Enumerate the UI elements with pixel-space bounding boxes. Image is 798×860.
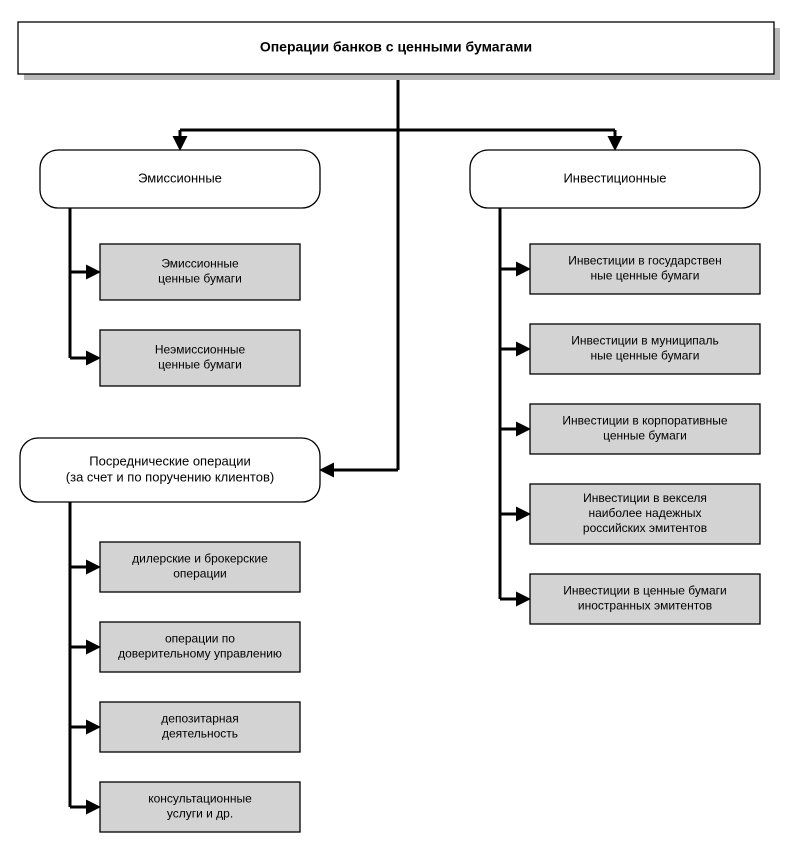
item-label: дилерские и брокерские bbox=[132, 552, 268, 566]
item-label: деятельность bbox=[162, 727, 238, 741]
category-label: Инвестиционные bbox=[563, 170, 666, 185]
item-label: Инвестиции в муниципаль bbox=[571, 334, 718, 348]
item-label: депозитарная bbox=[161, 712, 238, 726]
item-label: доверительному управлению bbox=[118, 647, 282, 661]
title-text: Операции банков с ценными бумагами bbox=[260, 39, 532, 55]
category-label: (за счет и по поручению клиентов) bbox=[66, 469, 274, 484]
item-label: операции по bbox=[165, 632, 235, 646]
item-label: услуги и др. bbox=[167, 807, 233, 821]
item-label: ценные бумаги bbox=[158, 272, 242, 286]
item-label: Инвестиции в государствен bbox=[568, 254, 721, 268]
item-label: операции bbox=[173, 567, 226, 581]
item-label: Эмиссионные bbox=[161, 257, 239, 271]
item-label: консультационные bbox=[148, 792, 252, 806]
item-label: ные ценные бумаги bbox=[590, 269, 699, 283]
item-label: Неэмиссионные bbox=[155, 343, 246, 357]
item-label: российских эмитентов bbox=[583, 521, 707, 535]
category-label: Эмиссионные bbox=[138, 170, 222, 185]
item-label: ценные бумаги bbox=[603, 429, 687, 443]
item-label: Инвестиции в векселя bbox=[583, 491, 707, 505]
item-label: ценные бумаги bbox=[158, 358, 242, 372]
item-label: Инвестиции в ценные бумаги bbox=[563, 584, 726, 598]
item-label: иностранных эмитентов bbox=[578, 599, 712, 613]
item-label: наиболее надежных bbox=[588, 506, 701, 520]
item-label: Инвестиции в корпоративные bbox=[562, 414, 728, 428]
item-label: ные ценные бумаги bbox=[590, 349, 699, 363]
category-label: Посреднические операции bbox=[89, 453, 251, 468]
